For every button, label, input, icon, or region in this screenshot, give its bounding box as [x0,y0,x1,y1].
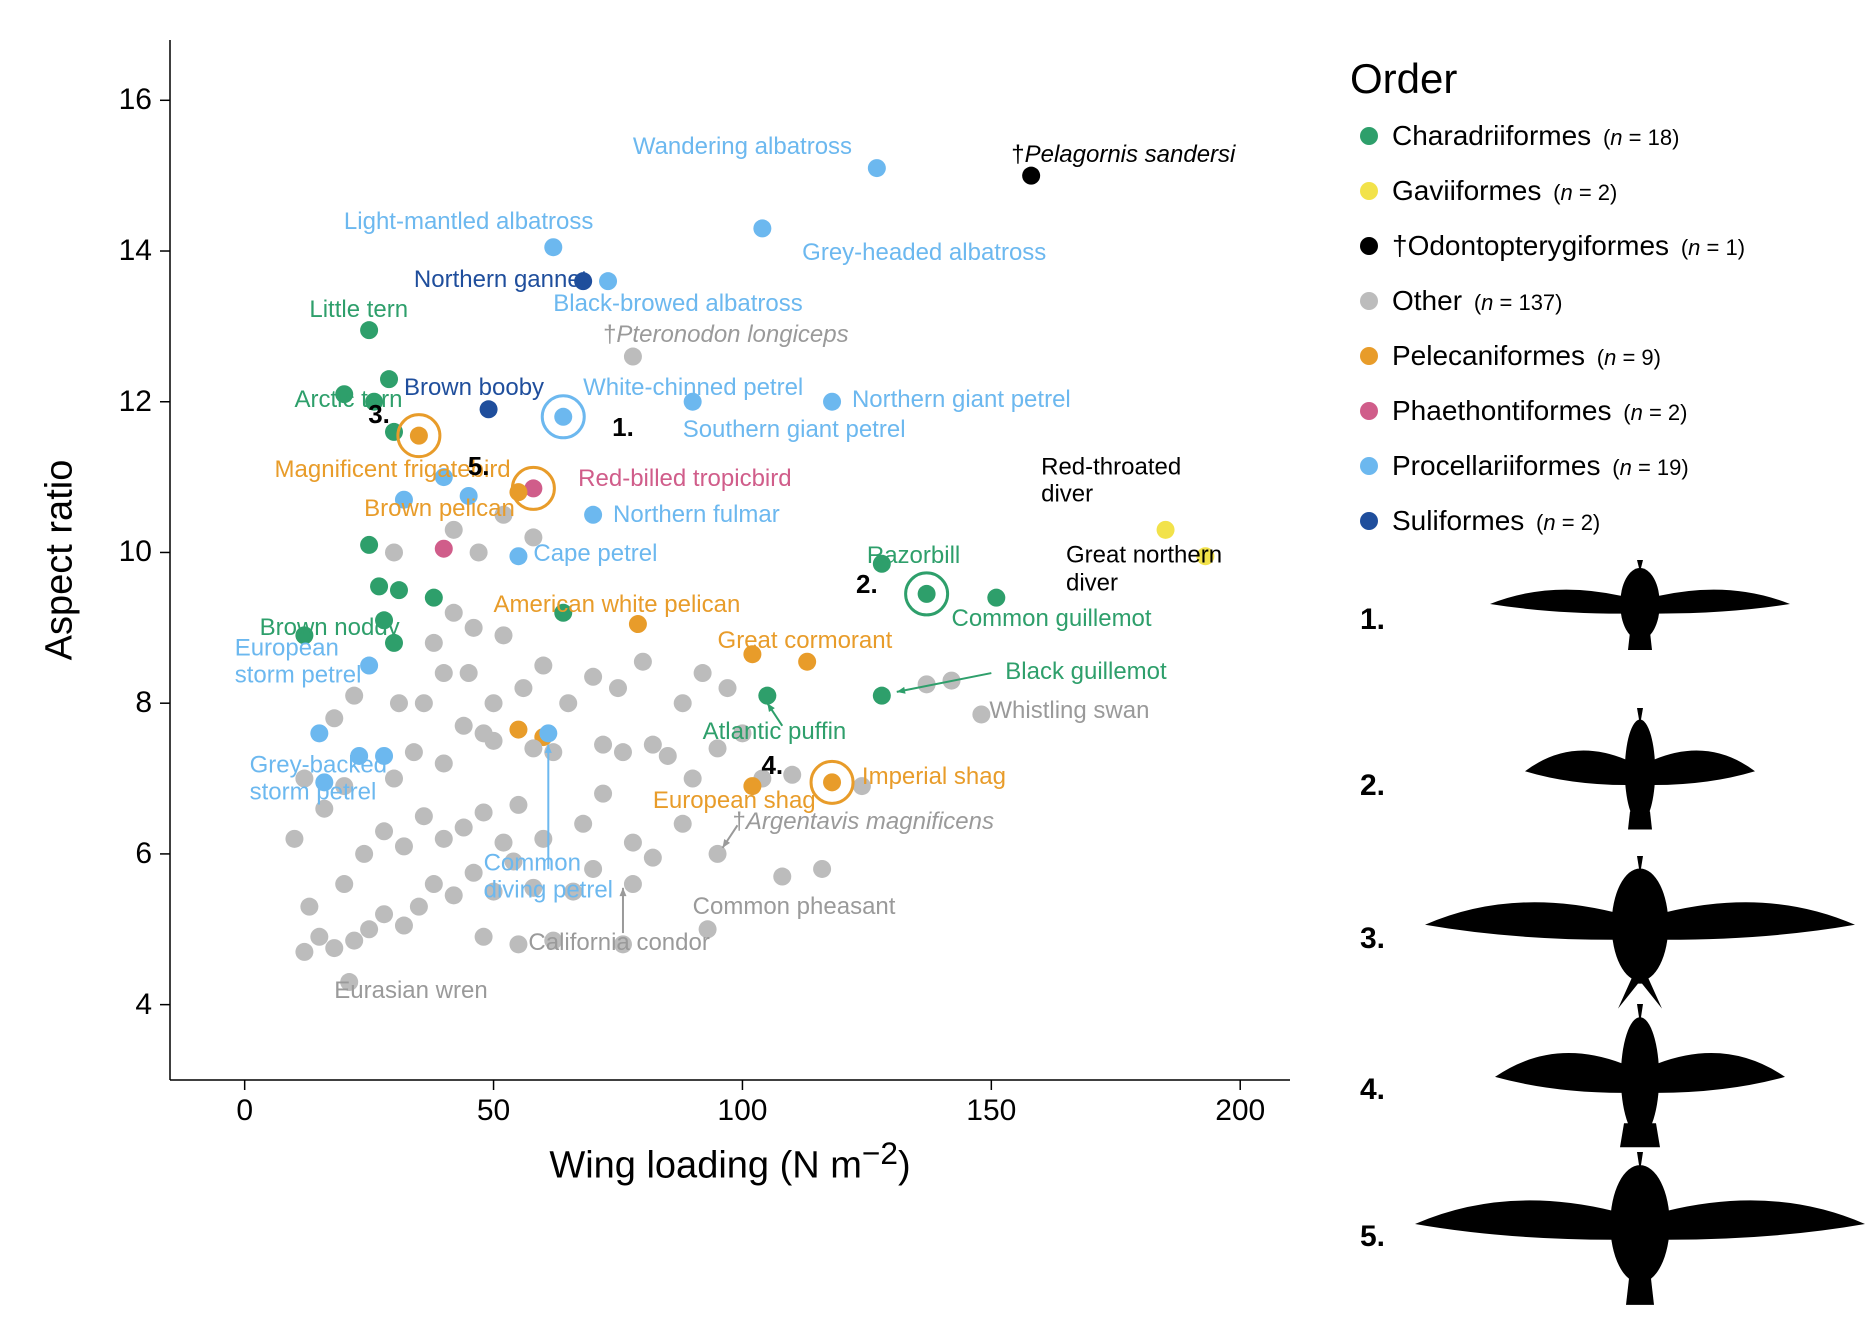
legend-label: Pelecaniformes (n = 9) [1392,340,1661,372]
point-label: Brown pelican [364,495,515,523]
x-tick-label: 150 [966,1094,1016,1128]
silhouette-row: 5. [1360,1152,1870,1323]
y-axis-title: Aspect ratio [39,460,82,661]
point-label: Wandering albatross [633,133,852,161]
legend-color-icon [1360,182,1378,200]
point-label: Great cormorant [718,628,893,656]
point-label: Common pheasant [693,893,896,921]
point-label: Common guillemot [952,605,1152,633]
legend-item: Charadriiformes (n = 18) [1360,120,1679,152]
legend-color-icon [1360,402,1378,420]
legend-color-icon [1360,512,1378,530]
silhouette-row: 3. [1360,856,1870,1021]
y-tick-label: 14 [119,234,152,268]
silhouette-number: 4. [1360,1073,1410,1107]
point-label: Light-mantled albatross [344,209,593,237]
point-label: Imperial shag [862,763,1006,791]
point-label: Eurasian wren [334,977,487,1005]
silhouette-row: 1. [1360,560,1870,680]
legend-item: †Odontopterygiformes (n = 1) [1360,230,1745,262]
legend-color-icon [1360,237,1378,255]
silhouette-row: 4. [1360,1004,1870,1177]
x-tick-label: 200 [1215,1094,1265,1128]
legend-color-icon [1360,347,1378,365]
x-tick-label: 50 [477,1094,510,1128]
point-label: Northern giant petrel [852,386,1071,414]
x-axis-title: Wing loading (N m−2) [549,1135,910,1188]
legend-label: Procellariiformes (n = 19) [1392,450,1689,482]
y-tick-label: 16 [119,83,152,117]
legend-label: Gaviiformes (n = 2) [1392,175,1617,207]
point-label: Whistling swan [981,697,1149,725]
point-label: Grey-backedstorm petrel [250,751,387,806]
point-number: 4. [761,751,783,781]
silhouette-number: 5. [1360,1220,1410,1254]
legend-color-icon [1360,127,1378,145]
bird-silhouette-icon [1490,560,1790,680]
legend-item: Gaviiformes (n = 2) [1360,175,1617,207]
legend-item: Suliformes (n = 2) [1360,505,1600,537]
y-tick-label: 8 [135,686,152,720]
point-label: Northern gannet [414,266,587,294]
point-label: Atlantic puffin [703,718,847,746]
point-label: California condor [528,929,709,957]
legend-color-icon [1360,457,1378,475]
point-label: Commondiving petrel [484,849,613,904]
point-label: Red-billed tropicbird [578,465,791,493]
y-tick-label: 4 [135,988,152,1022]
point-label: Great northerndiver [1066,541,1222,596]
legend-item: Procellariiformes (n = 19) [1360,450,1689,482]
x-tick-label: 100 [717,1094,767,1128]
point-number: 5. [468,452,490,482]
point-label: †Pteronodon longiceps [603,322,849,350]
point-label: Razorbill [867,542,960,570]
point-label: Cape petrel [533,540,657,568]
legend-title: Order [1350,55,1457,103]
legend-label: Phaethontiformes (n = 2) [1392,395,1687,427]
point-number: 2. [856,570,878,600]
point-number: 1. [612,413,634,443]
point-label: †Pelagornis sandersi [1011,141,1235,169]
point-label: American white pelican [494,591,741,619]
y-tick-label: 12 [119,385,152,419]
legend-label: Other (n = 137) [1392,285,1563,317]
legend-color-icon [1360,292,1378,310]
silhouette-number: 2. [1360,769,1410,803]
y-tick-label: 6 [135,837,152,871]
point-label: Black guillemot [1001,658,1166,686]
point-number: 3. [368,400,390,430]
point-label: Southern giant petrel [683,417,906,445]
point-label: Red-throateddiver [1041,453,1181,508]
point-label: Northern fulmar [613,501,780,529]
legend-label: †Odontopterygiformes (n = 1) [1392,230,1745,262]
silhouette-number: 3. [1360,922,1410,956]
legend-item: Pelecaniformes (n = 9) [1360,340,1661,372]
y-tick-label: 10 [119,535,152,569]
point-label: Europeanstorm petrel [235,634,362,689]
bird-silhouette-icon [1495,1004,1785,1177]
silhouette-number: 1. [1360,603,1410,637]
bird-silhouette-icon [1525,708,1755,863]
point-label: †Argentavis magnificens [732,808,993,836]
legend-label: Suliformes (n = 2) [1392,505,1600,537]
point-label: Grey-headed albatross [802,239,1046,267]
legend-item: Phaethontiformes (n = 2) [1360,395,1687,427]
silhouette-row: 2. [1360,708,1870,863]
legend-label: Charadriiformes (n = 18) [1392,120,1679,152]
x-tick-label: 0 [236,1094,253,1128]
point-label: White-chinned petrel [583,374,803,402]
point-label: Black-browed albatross [553,290,802,318]
legend-item: Other (n = 137) [1360,285,1563,317]
point-label: Little tern [309,296,408,324]
bird-silhouette-icon [1425,856,1855,1021]
bird-silhouette-icon [1415,1152,1865,1323]
point-label: Brown booby [404,374,544,402]
